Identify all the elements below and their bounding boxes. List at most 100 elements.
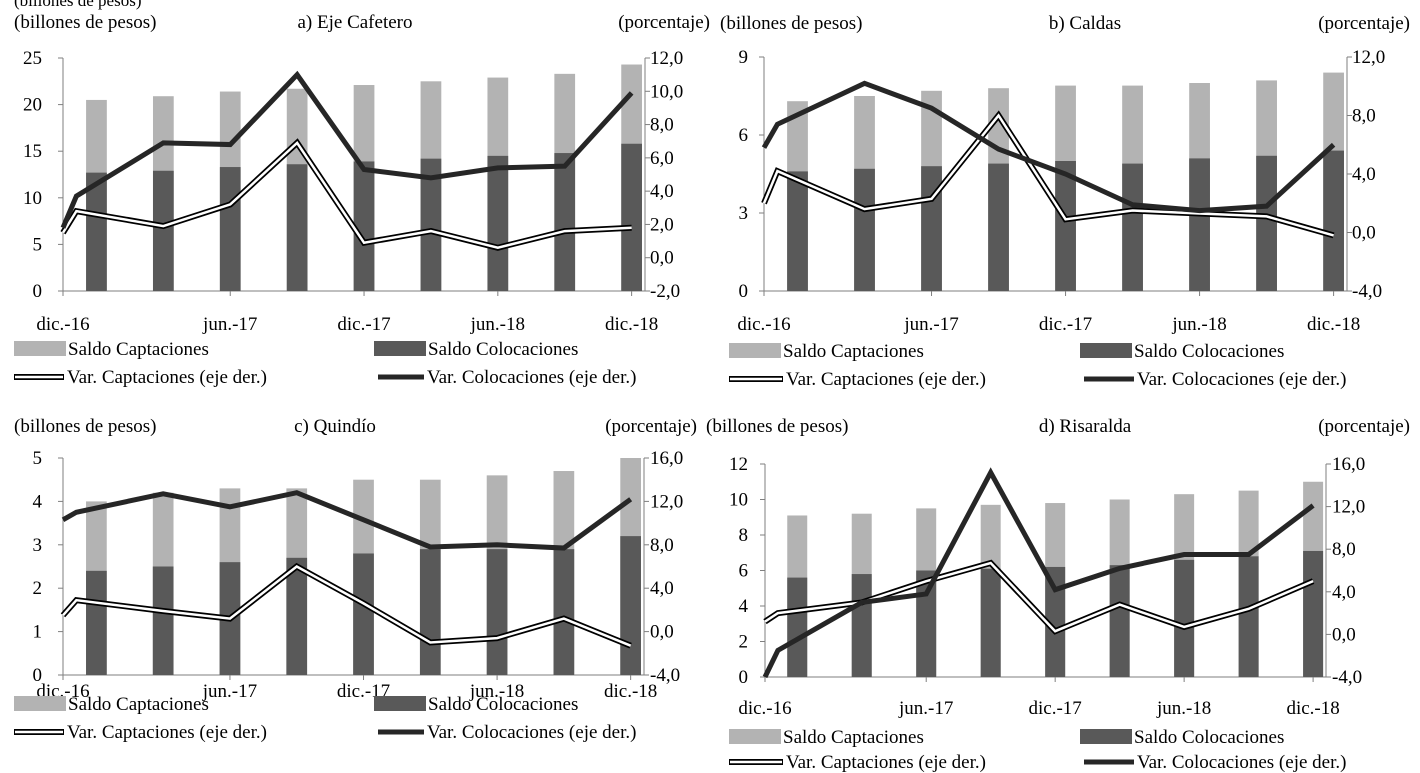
legend: Saldo Captaciones Saldo Colocaciones Var. … (14, 339, 636, 388)
right-tick-label: 4,0 (1352, 164, 1376, 185)
legend-label: Saldo Captaciones (783, 727, 924, 748)
bar-saldo-colocaciones (621, 143, 642, 291)
right-tick-label: 12,0 (1352, 47, 1385, 68)
bar-saldo-colocaciones (1055, 161, 1076, 291)
line-var-captaciones-outer (761, 110, 1335, 239)
left-tick-label: 10 (23, 188, 42, 209)
left-tick-label: 2 (33, 578, 43, 599)
line-var-colocaciones (61, 490, 633, 551)
cropped-header-text: (billones de pesos) (14, 0, 141, 10)
legend-swatch-colocaciones (374, 341, 426, 356)
charts-grid: (billones de pesos) a) Eje Cafetero (porce… (14, 12, 1410, 773)
bar-saldo-colocaciones (1256, 155, 1277, 291)
legend-swatch-colocaciones (374, 696, 426, 711)
x-tick-label: dic.-18 (1286, 698, 1339, 719)
left-tick-label: 0 (739, 667, 749, 688)
left-tick-label: 20 (23, 95, 42, 116)
x-tick-label: jun.-18 (1171, 314, 1226, 335)
left-tick-label: 6 (739, 125, 749, 146)
bar-saldo-colocaciones (787, 577, 808, 677)
right-tick-label: 8,0 (1352, 106, 1376, 127)
bar-saldo-colocaciones (1109, 565, 1130, 677)
chart-title: c) Quindío (294, 416, 376, 437)
bar-saldo-colocaciones (921, 166, 942, 291)
right-tick-label: 12,0 (1332, 497, 1365, 518)
legend-label: Saldo Captaciones (783, 341, 924, 362)
right-tick-label: -4,0 (1332, 667, 1362, 688)
left-tick-label: 1 (33, 622, 43, 643)
x-tick-label: jun.-17 (202, 314, 257, 335)
line-var-captaciones-inner (62, 565, 632, 647)
left-tick-label: 15 (23, 141, 42, 162)
line-var-colocaciones (60, 70, 634, 229)
left-tick-label: 0 (739, 281, 749, 302)
x-tick-label: jun.-17 (202, 681, 257, 702)
legend-label: Saldo Colocaciones (428, 339, 578, 360)
bar-saldo-colocaciones (353, 161, 375, 291)
x-tick-label: dic.-16 (36, 314, 89, 335)
line-var-captaciones-outer (60, 138, 632, 251)
right-tick-label: 4,0 (650, 578, 674, 599)
right-tick-label: -4,0 (650, 665, 680, 686)
legend-label: Var. Colocaciones (eje der.) (427, 722, 636, 743)
right-tick-label: 8,0 (1332, 539, 1356, 560)
right-axis-unit: (porcentaje) (618, 12, 710, 33)
bar-saldo-colocaciones (1189, 158, 1210, 291)
chart-panel-4: (billones de pesos) d) Risaralda (porcenta… (706, 416, 1410, 773)
left-tick-label: 2 (739, 632, 749, 653)
legend-label: Saldo Captaciones (68, 694, 209, 715)
bar-saldo-colocaciones (219, 167, 241, 291)
right-tick-label: -4,0 (1352, 281, 1382, 302)
x-tick-label: dic.-18 (1307, 314, 1360, 335)
right-tick-label: 8,0 (650, 535, 674, 556)
legend-label: Var. Captaciones (eje der.) (67, 367, 267, 388)
right-tick-label: 8,0 (650, 115, 674, 136)
legend-label: Var. Captaciones (eje der.) (786, 369, 986, 390)
bar-saldo-colocaciones (419, 549, 441, 675)
left-tick-label: 6 (739, 561, 749, 582)
left-tick-label: 5 (33, 234, 43, 255)
bar-saldo-colocaciones (86, 172, 107, 291)
x-tick-label: dic.-16 (738, 698, 791, 719)
legend-swatch-captaciones (14, 696, 66, 711)
line-var-captaciones-outer (763, 559, 1315, 635)
x-tick-label: jun.-18 (469, 681, 524, 702)
left-tick-label: 5 (33, 448, 43, 469)
bar-saldo-colocaciones (286, 557, 308, 675)
right-tick-label: 6,0 (650, 148, 674, 169)
line-var-captaciones-inner (764, 561, 1314, 633)
bar-saldo-colocaciones (980, 568, 1001, 677)
right-tick-label: -2,0 (650, 281, 680, 302)
legend-label: Saldo Colocaciones (428, 694, 578, 715)
bar-saldo-colocaciones (554, 153, 576, 291)
left-tick-label: 4 (739, 596, 749, 617)
right-tick-label: 0,0 (650, 248, 674, 269)
chart-panel-3: (billones de pesos) c) Quindío (porcentaje… (14, 416, 697, 743)
left-tick-label: 25 (23, 48, 42, 69)
chart-title: a) Eje Cafetero (298, 12, 413, 33)
legend-label: Var. Captaciones (eje der.) (786, 752, 986, 773)
right-tick-label: 12,0 (650, 48, 683, 69)
right-tick-label: 12,0 (650, 491, 683, 512)
left-axis-unit: (billones de pesos) (706, 416, 848, 437)
chart-title: b) Caldas (1049, 13, 1121, 34)
legend-label: Saldo Captaciones (68, 339, 209, 360)
bar-saldo-colocaciones (487, 155, 509, 291)
legend: Saldo Captaciones Saldo Colocaciones Var. … (729, 341, 1346, 390)
bar-saldo-colocaciones (1238, 556, 1259, 677)
x-tick-label: jun.-18 (470, 314, 525, 335)
line-var-colocaciones (762, 467, 1315, 679)
left-tick-label: 3 (739, 203, 749, 224)
left-axis-unit: (billones de pesos) (14, 12, 156, 33)
right-tick-label: 16,0 (650, 448, 683, 469)
left-tick-label: 9 (739, 47, 749, 68)
line-var-captaciones-inner (61, 140, 632, 250)
left-tick-label: 8 (739, 525, 749, 546)
legend-swatch-captaciones (729, 343, 781, 358)
bar-saldo-colocaciones (916, 570, 937, 677)
x-tick-label: dic.-18 (605, 314, 658, 335)
right-tick-label: 0,0 (650, 622, 674, 643)
legend-swatch-colocaciones (1080, 729, 1132, 744)
legend-swatch-captaciones (14, 341, 66, 356)
